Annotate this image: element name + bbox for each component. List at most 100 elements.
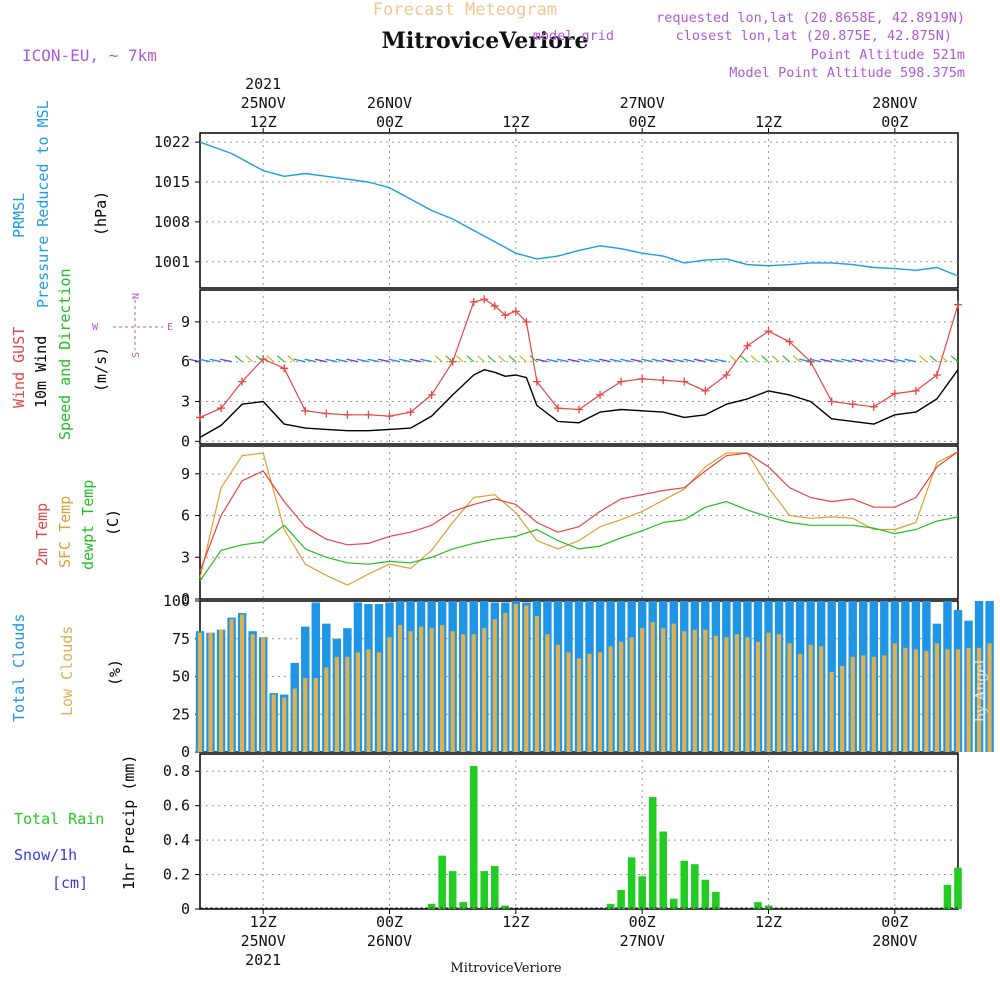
gust-marker: [522, 317, 531, 326]
low-cloud-bar: [819, 646, 824, 752]
wind-direction-arrow: [487, 355, 496, 363]
pressure-label-1: PRMSL: [10, 193, 28, 238]
cloud-unit: (%): [106, 659, 124, 686]
low-cloud-bar: [682, 631, 687, 752]
y-tick-label: 0: [181, 743, 190, 761]
top-tick-label: 2021: [245, 75, 281, 93]
top-tick-label: 00Z: [881, 113, 908, 131]
low-cloud-bar: [913, 649, 918, 752]
low-cloud-bar: [955, 649, 961, 752]
low-cloud-bar: [755, 641, 761, 752]
low-cloud-bar: [218, 629, 224, 752]
wind-direction-arrow: [862, 358, 874, 363]
y-tick-labels: 100110081015102203690369025507510000.20.…: [154, 133, 200, 918]
bottom-tick-label: 26NOV: [367, 932, 412, 950]
y-tick-label: 50: [172, 668, 190, 686]
top-tick-label: 12Z: [502, 113, 529, 131]
gust-marker: [532, 377, 541, 386]
y-tick-label: 9: [181, 465, 190, 483]
rain-bar: [438, 855, 446, 909]
low-cloud-bar: [324, 667, 329, 752]
wind-direction-arrow: [434, 355, 443, 363]
closest-prefix: model grid: [533, 28, 614, 44]
gust-marker: [469, 297, 478, 306]
low-cloud-bar: [587, 653, 592, 752]
wind-direction-arrow: [455, 355, 464, 363]
precip-label-rain: Total Rain: [14, 810, 104, 828]
y-tick-label: 75: [172, 630, 190, 648]
rain-bar: [701, 879, 710, 909]
compass-rose: N W E S: [92, 293, 173, 358]
rain-bar: [659, 831, 668, 909]
gust-marker: [343, 410, 352, 419]
low-cloud-bar: [397, 625, 403, 752]
rain-bar: [427, 903, 436, 909]
low-cloud-bar: [608, 646, 613, 752]
wind-direction-arrow: [209, 358, 222, 363]
wind-direction-arrow: [357, 358, 369, 363]
temp-label-2m: 2m Temp: [33, 503, 51, 566]
wind-direction-arrow: [919, 355, 927, 363]
wind-direction-arrow: [662, 358, 674, 363]
gust-marker: [575, 405, 583, 414]
top-tick-label: 12Z: [250, 113, 277, 131]
low-cloud-bar: [924, 650, 929, 752]
low-cloud-bar: [503, 613, 508, 752]
wind-direction-arrow: [830, 358, 843, 363]
y-tick-label: 6: [181, 507, 190, 525]
rain-bar: [469, 766, 478, 909]
low-cloud-bar: [197, 632, 203, 752]
low-cloud-bar: [987, 643, 992, 752]
wind-direction-arrow: [883, 358, 895, 363]
compass-s: S: [131, 352, 142, 358]
wind-direction-arrow: [378, 358, 390, 363]
y-tick-label: 3: [181, 393, 190, 411]
y-tick-label: 100: [163, 592, 190, 610]
wind-direction-arrow: [940, 355, 948, 363]
wind-direction-arrow: [771, 355, 780, 363]
wind-direction-arrow: [245, 355, 254, 363]
y-tick-label: 1015: [154, 173, 190, 191]
gust-marker: [617, 377, 626, 386]
top-tick-label: 12Z: [755, 113, 782, 131]
rain-bar: [459, 902, 467, 909]
gust-marker: [659, 376, 668, 385]
wind-direction-arrow: [557, 358, 569, 363]
wind-panel: [199, 289, 959, 445]
low-cloud-bar: [640, 628, 645, 752]
precip-label-cm: [cm]: [52, 874, 88, 892]
low-cloud-bar: [450, 631, 455, 752]
precip-panel: [199, 753, 959, 910]
compass-n: N: [131, 293, 142, 299]
bottom-tick-label: 12Z: [755, 913, 782, 931]
low-cloud-bar: [429, 628, 434, 752]
low-cloud-bar: [461, 634, 466, 752]
gust-marker: [280, 364, 289, 373]
rain-bar: [490, 865, 499, 909]
low-cloud-bar: [545, 634, 550, 752]
low-cloud-bar: [661, 628, 666, 752]
gust-marker: [322, 409, 331, 418]
grid-lines: [200, 133, 958, 909]
wind-direction-arrow: [314, 358, 327, 363]
low-cloud-bar: [482, 628, 487, 752]
wind-direction-arrow: [399, 358, 411, 363]
wind-direction-arrow: [529, 355, 538, 363]
wind-direction-arrow: [476, 355, 485, 363]
credit-watermark: by Angel: [973, 659, 989, 722]
gust-marker: [785, 337, 794, 346]
rain-bar: [954, 867, 962, 909]
wind-direction-arrow: [599, 358, 611, 363]
low-cloud-bar: [597, 652, 603, 752]
low-cloud-bar: [703, 629, 708, 752]
top-tick-label: 28NOV: [872, 94, 917, 112]
wind-direction-arrow: [809, 358, 822, 363]
bottom-tick-label: 12Z: [250, 913, 277, 931]
wind-direction-arrow: [255, 355, 264, 363]
low-cloud-bar: [471, 634, 476, 752]
rain-bar: [680, 860, 689, 909]
wind-direction-arrow: [466, 355, 475, 363]
low-cloud-bar: [334, 656, 339, 752]
y-tick-label: 0: [181, 590, 190, 608]
